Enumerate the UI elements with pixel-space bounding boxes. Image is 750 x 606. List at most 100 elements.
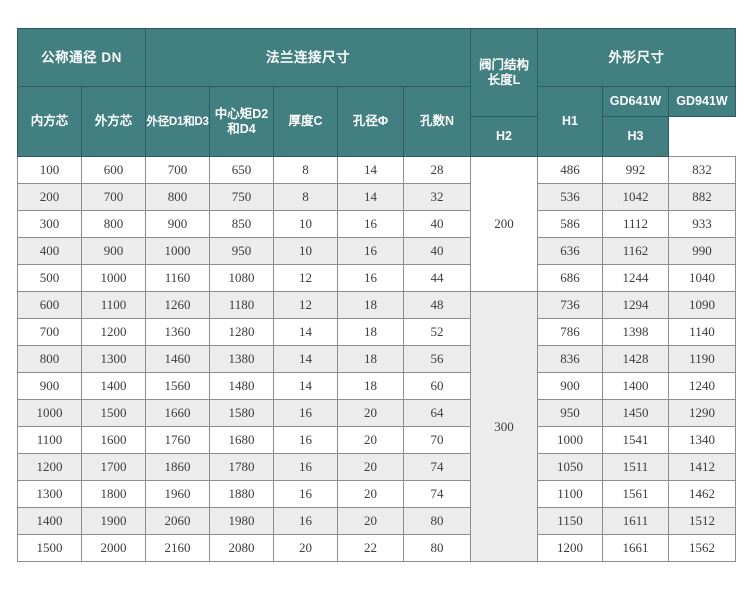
cell-phi: 16 <box>337 237 404 265</box>
cell-inner: 1500 <box>17 534 82 562</box>
cell-outer: 2000 <box>81 534 146 562</box>
cell-face-to-face-length: 300 <box>470 291 538 562</box>
cell-outer: 1300 <box>81 345 146 373</box>
header-col-face-to-face-length: 阀门结构 长度L <box>470 28 538 117</box>
cell-pcd: 1380 <box>209 345 274 373</box>
face-to-face-label-line2: 长度L <box>487 72 521 87</box>
cell-h3: 1140 <box>668 318 736 346</box>
cell-phi: 18 <box>337 318 404 346</box>
cell-inner: 1000 <box>17 399 82 427</box>
cell-phi: 16 <box>337 264 404 292</box>
cell-pcd: 1880 <box>209 480 274 508</box>
cell-outer: 700 <box>81 183 146 211</box>
cell-h2: 1398 <box>602 318 669 346</box>
header-col-h3: H3 <box>602 116 669 157</box>
cell-n: 80 <box>403 534 471 562</box>
cell-outer: 800 <box>81 210 146 238</box>
cell-phi: 20 <box>337 399 404 427</box>
cell-outer: 1700 <box>81 453 146 481</box>
cell-n: 74 <box>403 453 471 481</box>
cell-c: 20 <box>273 534 338 562</box>
cell-outer: 1000 <box>81 264 146 292</box>
header-group-outline-dimensions: 外形尺寸 <box>537 28 736 87</box>
cell-inner: 1400 <box>17 507 82 535</box>
header-col-h2: H2 <box>470 116 538 157</box>
cell-h1: 1100 <box>537 480 603 508</box>
cell-h2: 1561 <box>602 480 669 508</box>
cell-phi: 18 <box>337 345 404 373</box>
cell-phi: 14 <box>337 156 404 184</box>
cell-pcd: 1980 <box>209 507 274 535</box>
table-body: 100 600 700 650 8 14 28 200 486 992 832 200 700 800 75… <box>17 156 736 562</box>
cell-inner: 1300 <box>17 480 82 508</box>
cell-inner: 1100 <box>17 426 82 454</box>
cell-h3: 1240 <box>668 372 736 400</box>
header-col-outer-square: 外方芯 <box>81 86 146 157</box>
cell-od: 1960 <box>145 480 210 508</box>
cell-inner: 200 <box>17 183 82 211</box>
cell-phi: 20 <box>337 507 404 535</box>
cell-c: 14 <box>273 318 338 346</box>
cell-inner: 600 <box>17 291 82 319</box>
cell-h3: 832 <box>668 156 736 184</box>
cell-n: 40 <box>403 210 471 238</box>
table-row: 100 600 700 650 8 14 28 200 486 992 832 <box>17 156 736 292</box>
cell-outer: 600 <box>81 156 146 184</box>
cell-outer: 1600 <box>81 426 146 454</box>
cell-h2: 1661 <box>602 534 669 562</box>
header-col-inner-square: 内方芯 <box>17 86 82 157</box>
cell-h3: 933 <box>668 210 736 238</box>
cell-od: 2160 <box>145 534 210 562</box>
cell-n: 74 <box>403 480 471 508</box>
table-row: 700 1200 1360 1280 14 18 52 786 1398 1140 <box>17 318 736 346</box>
cell-od: 700 <box>145 156 210 184</box>
header-col-hole-count: 孔数N <box>403 86 471 157</box>
header-col-thickness: 厚度C <box>273 86 338 157</box>
table-row: 600 1100 1260 1180 12 18 48 300 736 1294 1090 <box>17 291 736 562</box>
cell-c: 8 <box>273 156 338 184</box>
cell-h2: 1511 <box>602 453 669 481</box>
cell-h1: 486 <box>537 156 603 184</box>
cell-inner: 700 <box>17 318 82 346</box>
cell-h3: 1190 <box>668 345 736 373</box>
cell-pcd: 2080 <box>209 534 274 562</box>
cell-c: 10 <box>273 210 338 238</box>
cell-h1: 686 <box>537 264 603 292</box>
cell-n: 44 <box>403 264 471 292</box>
cell-outer: 900 <box>81 237 146 265</box>
table-row: 1100 1600 1760 1680 16 20 70 1000 1541 1340 <box>17 426 736 454</box>
table-row: 200 700 800 750 8 14 32 536 1042 882 <box>17 183 736 211</box>
cell-h2: 992 <box>602 156 669 184</box>
cell-c: 16 <box>273 453 338 481</box>
cell-od: 1160 <box>145 264 210 292</box>
cell-phi: 18 <box>337 291 404 319</box>
cell-h1: 1150 <box>537 507 603 535</box>
table-row: 1500 2000 2160 2080 20 22 80 1200 1661 1562 <box>17 534 736 562</box>
cell-inner: 800 <box>17 345 82 373</box>
cell-h1: 586 <box>537 210 603 238</box>
cell-h3: 1340 <box>668 426 736 454</box>
cell-od: 1460 <box>145 345 210 373</box>
header-col-model-gd641w: GD641W <box>602 86 669 117</box>
header-col-model-gd941w: GD941W <box>668 86 736 117</box>
cell-od: 900 <box>145 210 210 238</box>
cell-inner: 900 <box>17 372 82 400</box>
cell-pcd: 1080 <box>209 264 274 292</box>
cell-inner: 1200 <box>17 453 82 481</box>
cell-n: 52 <box>403 318 471 346</box>
cell-h1: 736 <box>537 291 603 319</box>
cell-h2: 1428 <box>602 345 669 373</box>
cell-c: 14 <box>273 345 338 373</box>
cell-h3: 1562 <box>668 534 736 562</box>
header-group-nominal-diameter: 公称通径 DN <box>17 28 146 87</box>
cell-h3: 1412 <box>668 453 736 481</box>
cell-inner: 500 <box>17 264 82 292</box>
cell-c: 16 <box>273 507 338 535</box>
table-row: 1200 1700 1860 1780 16 20 74 1050 1511 1412 <box>17 453 736 481</box>
cell-od: 1360 <box>145 318 210 346</box>
valve-specification-table: 公称通径 DN 法兰连接尺寸 阀门结构 长度L 外形尺寸 内方芯 外方芯 外径D… <box>17 28 736 562</box>
cell-h1: 1200 <box>537 534 603 562</box>
table-row: 1000 1500 1660 1580 16 20 64 950 1450 1290 <box>17 399 736 427</box>
cell-n: 40 <box>403 237 471 265</box>
cell-h3: 1090 <box>668 291 736 319</box>
